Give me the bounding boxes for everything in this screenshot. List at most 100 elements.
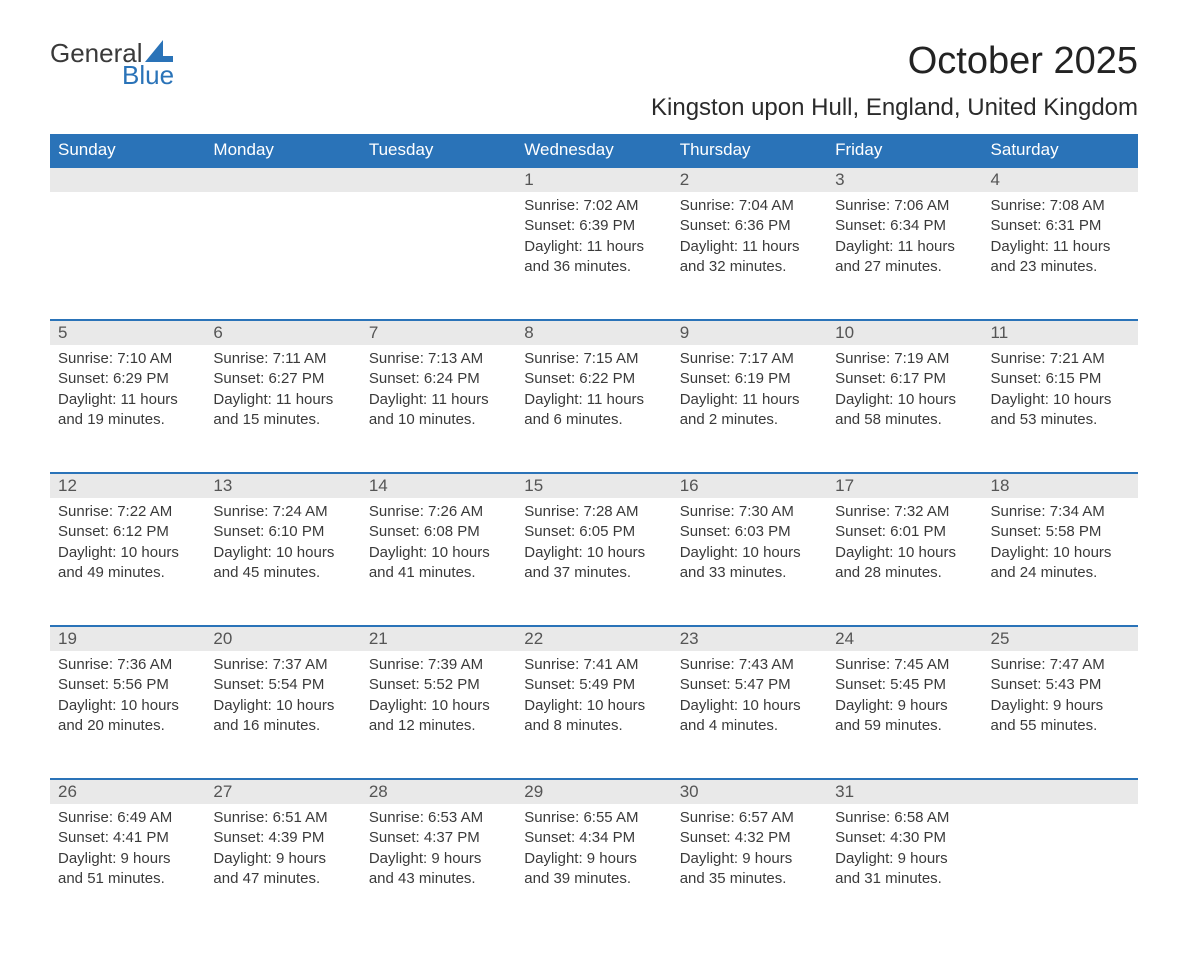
daylight-line: Daylight: 10 hours: [369, 543, 508, 563]
daylight-line: and 27 minutes.: [835, 257, 974, 277]
day-number-cell: 21: [361, 626, 516, 651]
day-number-cell: 22: [516, 626, 671, 651]
day-number-cell: 18: [983, 473, 1138, 498]
sunrise-line: Sunrise: 7:19 AM: [835, 349, 974, 369]
day-content-cell: Sunrise: 7:08 AMSunset: 6:31 PMDaylight:…: [983, 192, 1138, 320]
day-content-row: Sunrise: 7:22 AMSunset: 6:12 PMDaylight:…: [50, 498, 1138, 626]
daylight-line: and 23 minutes.: [991, 257, 1130, 277]
day-number-cell: 10: [827, 320, 982, 345]
sunrise-line: Sunrise: 7:06 AM: [835, 196, 974, 216]
sunrise-line: Sunrise: 7:45 AM: [835, 655, 974, 675]
weekday-header: Sunday: [50, 134, 205, 167]
sunset-line: Sunset: 5:43 PM: [991, 675, 1130, 695]
day-content-row: Sunrise: 6:49 AMSunset: 4:41 PMDaylight:…: [50, 804, 1138, 932]
sunrise-line: Sunrise: 7:15 AM: [524, 349, 663, 369]
daylight-line: and 6 minutes.: [524, 410, 663, 430]
daylight-line: Daylight: 11 hours: [524, 390, 663, 410]
day-number-row: 19202122232425: [50, 626, 1138, 651]
sunset-line: Sunset: 6:15 PM: [991, 369, 1130, 389]
day-number-cell: 25: [983, 626, 1138, 651]
day-content-cell: Sunrise: 7:34 AMSunset: 5:58 PMDaylight:…: [983, 498, 1138, 626]
daylight-line: Daylight: 11 hours: [680, 237, 819, 257]
day-number-cell: 23: [672, 626, 827, 651]
daylight-line: and 16 minutes.: [213, 716, 352, 736]
day-number-cell: 31: [827, 779, 982, 804]
sunset-line: Sunset: 6:03 PM: [680, 522, 819, 542]
daylight-line: and 39 minutes.: [524, 869, 663, 889]
logo-word2: Blue: [122, 62, 174, 88]
daylight-line: and 41 minutes.: [369, 563, 508, 583]
daylight-line: and 53 minutes.: [991, 410, 1130, 430]
sunrise-line: Sunrise: 7:13 AM: [369, 349, 508, 369]
day-number-cell: 24: [827, 626, 982, 651]
day-content-cell: Sunrise: 6:49 AMSunset: 4:41 PMDaylight:…: [50, 804, 205, 932]
sunset-line: Sunset: 6:19 PM: [680, 369, 819, 389]
daylight-line: and 58 minutes.: [835, 410, 974, 430]
day-content-cell: Sunrise: 7:04 AMSunset: 6:36 PMDaylight:…: [672, 192, 827, 320]
daylight-line: Daylight: 11 hours: [835, 237, 974, 257]
daylight-line: and 59 minutes.: [835, 716, 974, 736]
daylight-line: and 4 minutes.: [680, 716, 819, 736]
daylight-line: Daylight: 10 hours: [680, 543, 819, 563]
daylight-line: and 8 minutes.: [524, 716, 663, 736]
day-number-cell: [205, 167, 360, 192]
day-content-cell: Sunrise: 7:39 AMSunset: 5:52 PMDaylight:…: [361, 651, 516, 779]
daylight-line: and 20 minutes.: [58, 716, 197, 736]
daylight-line: and 19 minutes.: [58, 410, 197, 430]
daylight-line: Daylight: 9 hours: [213, 849, 352, 869]
sunset-line: Sunset: 6:08 PM: [369, 522, 508, 542]
daylight-line: Daylight: 11 hours: [213, 390, 352, 410]
sunrise-line: Sunrise: 7:47 AM: [991, 655, 1130, 675]
day-number-cell: 27: [205, 779, 360, 804]
day-content-cell: Sunrise: 7:11 AMSunset: 6:27 PMDaylight:…: [205, 345, 360, 473]
daylight-line: and 31 minutes.: [835, 869, 974, 889]
day-number-cell: 13: [205, 473, 360, 498]
sunrise-line: Sunrise: 6:58 AM: [835, 808, 974, 828]
day-content-cell: Sunrise: 6:57 AMSunset: 4:32 PMDaylight:…: [672, 804, 827, 932]
daylight-line: Daylight: 10 hours: [835, 390, 974, 410]
sunset-line: Sunset: 6:24 PM: [369, 369, 508, 389]
daylight-line: and 33 minutes.: [680, 563, 819, 583]
daylight-line: and 49 minutes.: [58, 563, 197, 583]
daylight-line: and 35 minutes.: [680, 869, 819, 889]
sunrise-line: Sunrise: 7:02 AM: [524, 196, 663, 216]
day-number-cell: [50, 167, 205, 192]
daylight-line: and 12 minutes.: [369, 716, 508, 736]
sunset-line: Sunset: 6:36 PM: [680, 216, 819, 236]
daylight-line: Daylight: 9 hours: [369, 849, 508, 869]
page-subtitle: Kingston upon Hull, England, United King…: [50, 94, 1138, 122]
day-number-cell: 17: [827, 473, 982, 498]
daylight-line: Daylight: 10 hours: [213, 543, 352, 563]
sunrise-line: Sunrise: 7:11 AM: [213, 349, 352, 369]
day-content-cell: Sunrise: 6:53 AMSunset: 4:37 PMDaylight:…: [361, 804, 516, 932]
daylight-line: Daylight: 10 hours: [369, 696, 508, 716]
sunset-line: Sunset: 4:37 PM: [369, 828, 508, 848]
daylight-line: Daylight: 9 hours: [835, 696, 974, 716]
sunset-line: Sunset: 5:52 PM: [369, 675, 508, 695]
daylight-line: Daylight: 11 hours: [58, 390, 197, 410]
day-content-row: Sunrise: 7:02 AMSunset: 6:39 PMDaylight:…: [50, 192, 1138, 320]
daylight-line: Daylight: 10 hours: [680, 696, 819, 716]
daylight-line: Daylight: 11 hours: [680, 390, 819, 410]
header: General Blue October 2025: [50, 40, 1138, 88]
sunset-line: Sunset: 6:10 PM: [213, 522, 352, 542]
daylight-line: Daylight: 9 hours: [835, 849, 974, 869]
daylight-line: Daylight: 9 hours: [58, 849, 197, 869]
sunrise-line: Sunrise: 7:21 AM: [991, 349, 1130, 369]
day-number-cell: 15: [516, 473, 671, 498]
day-content-row: Sunrise: 7:10 AMSunset: 6:29 PMDaylight:…: [50, 345, 1138, 473]
daylight-line: and 36 minutes.: [524, 257, 663, 277]
day-number-cell: 11: [983, 320, 1138, 345]
day-content-cell: Sunrise: 7:26 AMSunset: 6:08 PMDaylight:…: [361, 498, 516, 626]
day-number-cell: 2: [672, 167, 827, 192]
daylight-line: Daylight: 9 hours: [991, 696, 1130, 716]
daylight-line: Daylight: 10 hours: [991, 390, 1130, 410]
daylight-line: Daylight: 10 hours: [58, 543, 197, 563]
sunrise-line: Sunrise: 7:30 AM: [680, 502, 819, 522]
page-title: October 2025: [908, 40, 1138, 83]
daylight-line: Daylight: 10 hours: [58, 696, 197, 716]
day-number-cell: 28: [361, 779, 516, 804]
logo: General Blue: [50, 40, 174, 88]
sunset-line: Sunset: 5:58 PM: [991, 522, 1130, 542]
day-number-cell: 20: [205, 626, 360, 651]
